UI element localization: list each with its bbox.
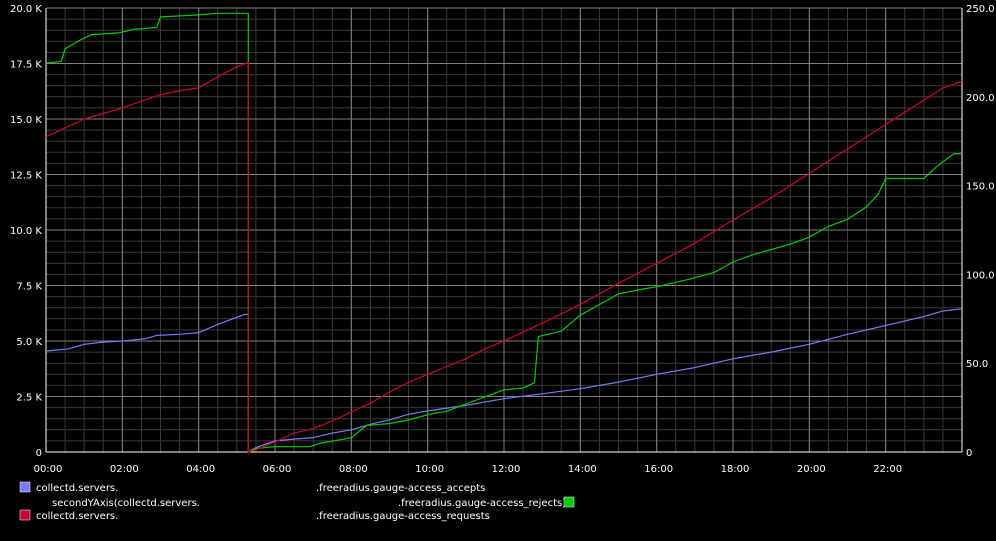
x-tick-label: 18:00 [721, 464, 750, 475]
legend-swatch [19, 509, 31, 521]
x-tick-label: 02:00 [110, 464, 139, 475]
series-line-1 [45, 308, 963, 453]
y-left-tick-label: 15.0 K [10, 115, 42, 126]
legend-series-prefix: collectd.servers. [36, 483, 118, 494]
legend: collectd.servers. .freeradius.gauge-acces… [19, 481, 575, 522]
legend-series-suffix: .freeradius.gauge-access_accepts [316, 483, 485, 494]
y-left-tick-label: 20.0 K [10, 4, 42, 15]
x-tick-label: 04:00 [186, 464, 215, 475]
legend-swatch [563, 496, 575, 508]
series-line-3 [45, 61, 963, 453]
y-right-tick-label: 100.0 [966, 270, 995, 281]
legend-swatch [19, 481, 31, 493]
legend-series-prefix: collectd.servers. [36, 511, 118, 522]
x-tick-label: 06:00 [263, 464, 292, 475]
legend-series-suffix: .freeradius.gauge-access_requests [316, 511, 490, 522]
y-right-tick-label: 200.0 [966, 93, 995, 104]
legend-series-suffix: .freeradius.gauge-access_rejects) [398, 498, 566, 509]
y-left-tick-label: 12.5 K [10, 171, 42, 182]
x-tick-label: 22:00 [873, 464, 902, 475]
x-tick-label: 20:00 [797, 464, 826, 475]
x-tick-label: 10:00 [415, 464, 444, 475]
y-left-tick-label: 10.0 K [10, 226, 42, 237]
y-right-tick-label: 50.0 [966, 359, 988, 370]
x-tick-label: 08:00 [339, 464, 368, 475]
y-left-tick-label: 17.5 K [10, 60, 42, 71]
y-left-tick-label: 2.5 K [16, 393, 42, 404]
y-right-tick-label: 0 [966, 448, 972, 459]
x-tick-label: 12:00 [492, 464, 521, 475]
legend-series-prefix: secondYAxis(collectd.servers. [52, 498, 200, 509]
y-left-tick-label: 7.5 K [16, 282, 42, 293]
x-tick-label: 00:00 [34, 464, 63, 475]
grid [45, 7, 963, 453]
y-right-tick-label: 250.0 [966, 4, 995, 15]
series-lines [45, 12, 963, 453]
axes: 00:00 02:00 04:00 06:00 08:00 10:00 12:00 14:00… [10, 4, 995, 475]
x-tick-label: 16:00 [644, 464, 673, 475]
y-left-tick-label: 5.0 K [16, 337, 42, 348]
series-line-2 [45, 12, 962, 453]
x-tick-label: 14:00 [568, 464, 597, 475]
y-right-tick-label: 150.0 [966, 182, 995, 193]
y-left-tick-label: 0 [36, 448, 42, 459]
